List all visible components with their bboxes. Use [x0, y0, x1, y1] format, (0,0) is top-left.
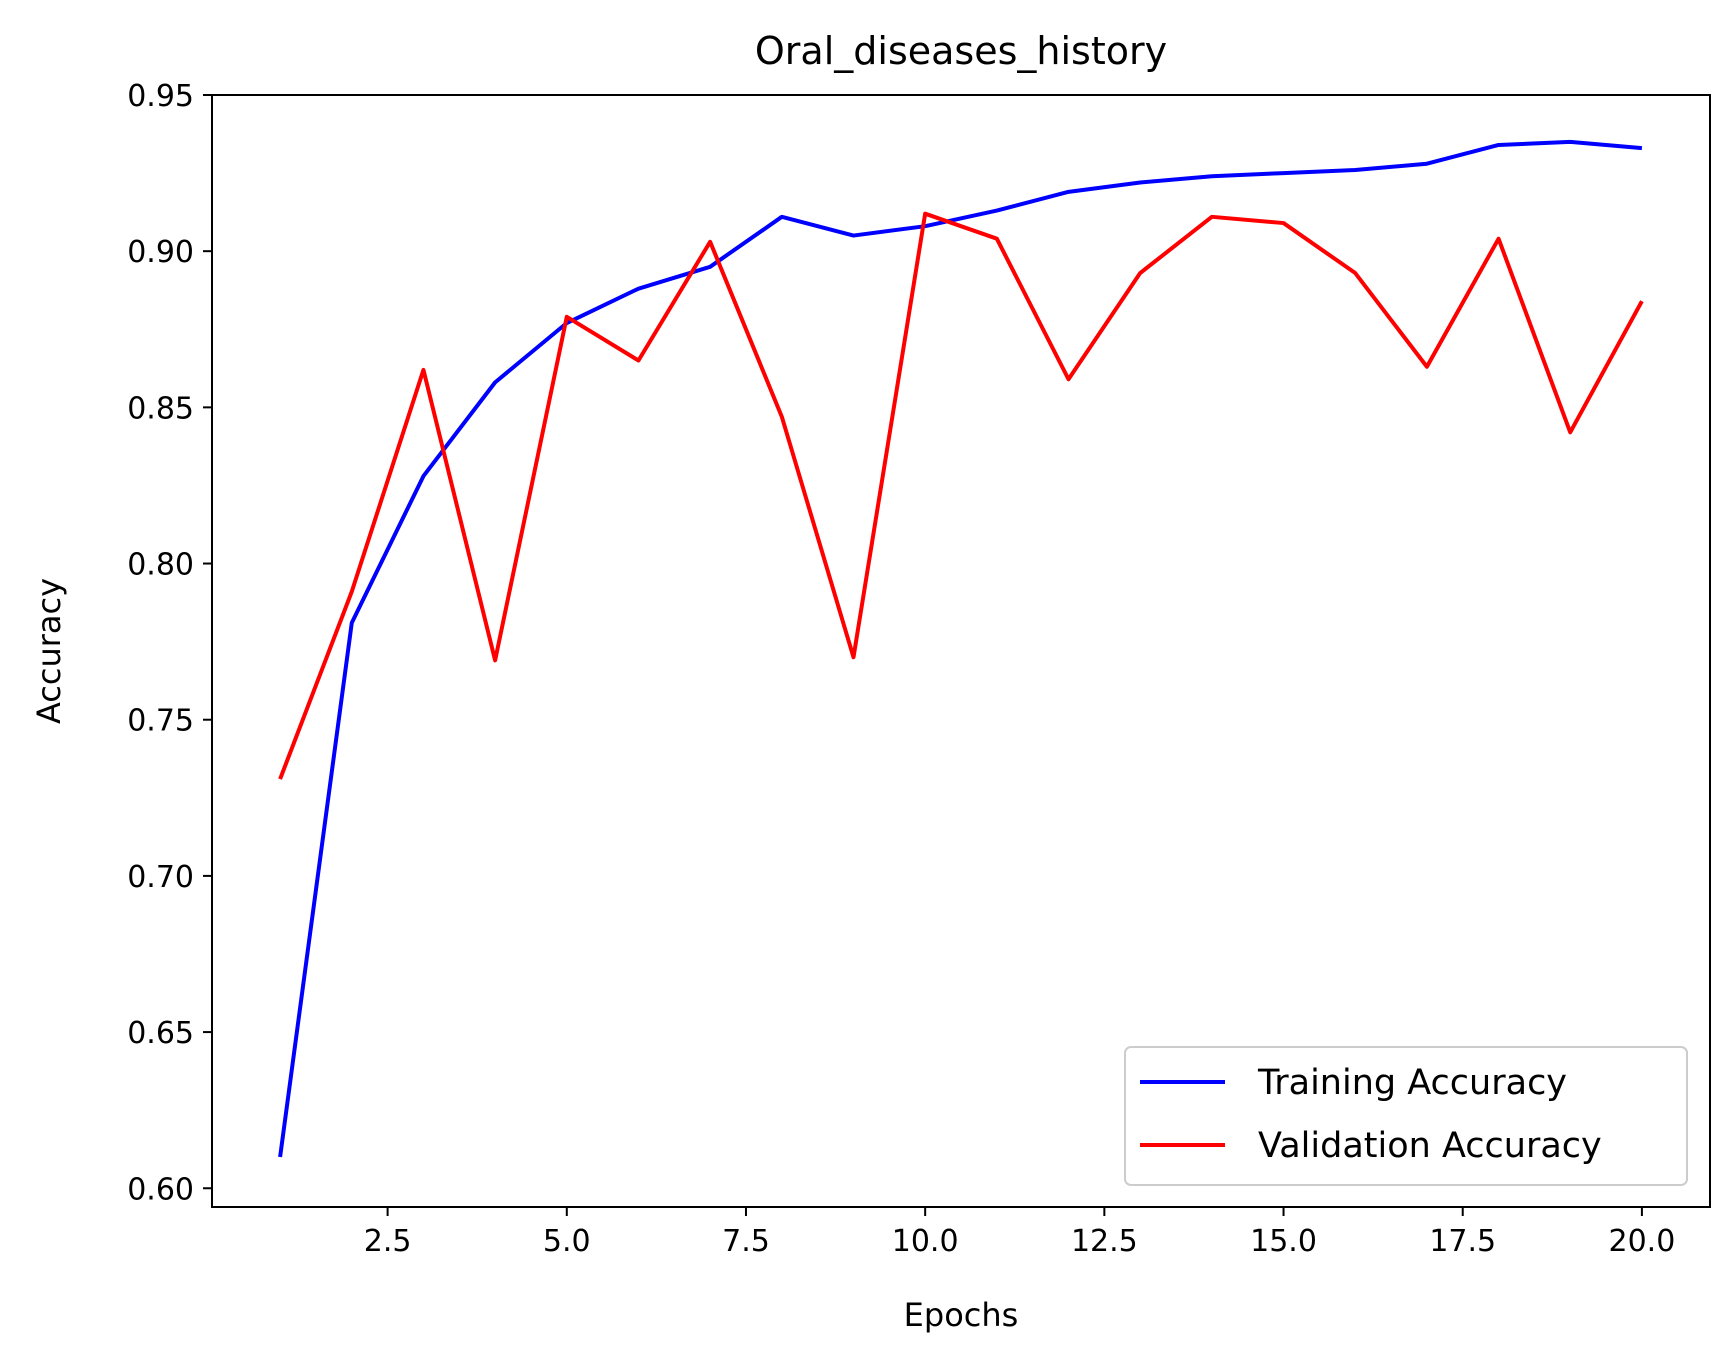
x-tick-label: 17.5 — [1429, 1224, 1496, 1259]
plot-frame — [211, 94, 1711, 1208]
x-tick-label: 5.0 — [543, 1224, 591, 1259]
y-tick-label: 0.85 — [127, 391, 194, 426]
y-axis: 0.60 0.65 0.70 0.75 0.80 0.85 0.90 0.95 — [127, 79, 212, 1207]
y-tick-label: 0.90 — [127, 235, 194, 270]
y-tick-label: 0.80 — [127, 548, 194, 583]
y-tick-label: 0.60 — [127, 1172, 194, 1207]
x-tick-label: 2.5 — [364, 1224, 412, 1259]
series-line-training-accuracy — [278, 139, 1643, 1158]
x-tick-label: 7.5 — [722, 1224, 770, 1259]
legend-label-validation: Validation Accuracy — [1258, 1126, 1602, 1166]
legend: Training Accuracy Validation Accuracy — [1124, 1046, 1688, 1186]
series-layer — [278, 139, 1644, 1158]
x-axis: 2.5 5.0 7.5 10.0 12.5 15.0 17.5 20.0 — [364, 1207, 1676, 1259]
x-axis-label: Epochs — [904, 1296, 1019, 1334]
x-tick-label: 20.0 — [1609, 1224, 1676, 1259]
y-tick-label: 0.95 — [127, 79, 194, 114]
legend-label-training: Training Accuracy — [1257, 1063, 1567, 1103]
x-tick-label: 12.5 — [1071, 1224, 1138, 1259]
y-tick-label: 0.65 — [127, 1016, 194, 1051]
chart-title: Oral_diseases_history — [755, 29, 1167, 73]
series-line-validation-accuracy — [278, 211, 1644, 780]
legend-box — [1124, 1046, 1688, 1186]
y-axis-label: Accuracy — [30, 578, 68, 724]
x-tick-label: 15.0 — [1250, 1224, 1317, 1259]
y-tick-label: 0.70 — [127, 860, 194, 895]
y-tick-label: 0.75 — [127, 704, 194, 739]
x-tick-label: 10.0 — [892, 1224, 959, 1259]
